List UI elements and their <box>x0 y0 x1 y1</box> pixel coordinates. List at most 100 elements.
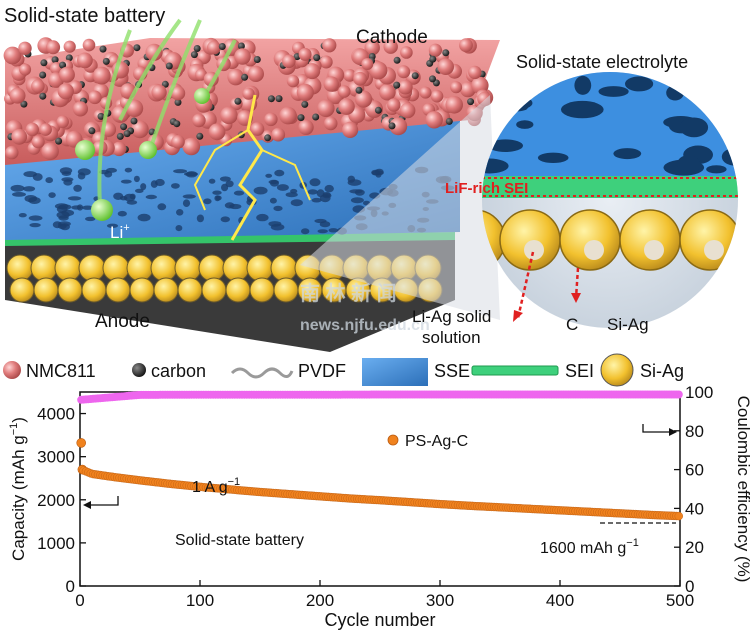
x-tick-label: 100 <box>186 591 214 610</box>
sse-pore <box>140 183 147 191</box>
zoom-pore <box>487 139 523 152</box>
x-tick-label: 400 <box>546 591 574 610</box>
sse-pore <box>256 213 269 222</box>
si-ag-particle <box>174 254 202 282</box>
dendrite-branch <box>261 149 311 201</box>
x-tick-label: 500 <box>666 591 694 610</box>
carbon-particle <box>165 62 173 70</box>
sse-pore <box>173 169 188 174</box>
si-ag-particle <box>105 277 131 303</box>
y-left-tick-label: 2000 <box>37 491 75 510</box>
nmc811-particle <box>63 40 76 53</box>
anode-label: Anode <box>95 311 150 332</box>
x-tick-label: 200 <box>306 591 334 610</box>
nmc811-particle <box>337 85 351 98</box>
nmc811-particle <box>88 90 102 105</box>
sse-pore <box>311 197 322 203</box>
carbon-particle <box>313 54 321 62</box>
carbon-particle <box>39 71 47 79</box>
pointer-arrow <box>574 267 580 299</box>
x-axis-label: Cycle number <box>324 610 435 630</box>
zoom-pore <box>574 75 592 95</box>
nmc811-particle <box>41 142 59 161</box>
nmc811-particle <box>298 47 312 61</box>
carbon-core <box>524 240 544 260</box>
nmc811-particle <box>3 46 22 65</box>
zoom-cone <box>300 95 500 320</box>
nmc811-particle <box>445 96 464 114</box>
sse-pore <box>273 205 283 212</box>
li-ag-label: Li-Ag solid <box>412 307 491 326</box>
sse-pore <box>18 213 27 218</box>
carbon-particle <box>20 100 28 108</box>
carbon-particle <box>99 45 107 53</box>
carbon-particle <box>39 92 47 100</box>
sse-pore <box>67 196 82 201</box>
carbon-particle <box>59 61 67 69</box>
zoom-pore <box>598 86 629 97</box>
nmc811-particle <box>322 38 337 53</box>
nmc811-particle <box>18 41 32 55</box>
nmc811-particle <box>468 65 482 80</box>
sse-pore <box>270 223 285 231</box>
carbon-particle <box>388 122 396 130</box>
electrolyte-label: Solid-state electrolyte <box>516 52 688 72</box>
si-ag-particle-icon <box>600 353 634 387</box>
carbon-particle <box>253 56 261 63</box>
carbon-particle <box>196 132 204 140</box>
sse-pore <box>322 192 331 197</box>
carbon-particle <box>123 130 131 138</box>
sse-pore <box>23 186 36 192</box>
carbon-particle <box>55 137 63 145</box>
legend-entry: PS-Ag-C <box>405 433 468 450</box>
right-axis-arrow <box>642 424 674 433</box>
sse-pore <box>73 184 82 192</box>
si-ag-particle <box>30 254 58 282</box>
nmc811-particle <box>437 58 455 75</box>
carbon-particle <box>445 117 453 125</box>
sse-pore <box>285 192 298 198</box>
sse-pore <box>63 179 73 186</box>
schematic-title: Solid-state battery <box>4 5 165 27</box>
si-ag-particle <box>177 277 203 303</box>
sse-pore <box>347 175 355 183</box>
carbon-particle <box>297 114 305 122</box>
carbon-particle <box>301 100 309 108</box>
nmc811-particle <box>323 76 339 92</box>
nmc811-particle <box>361 58 374 70</box>
x-tick-label: 0 <box>75 591 84 610</box>
carbon-particle <box>429 75 436 83</box>
y-right-tick-label: 60 <box>685 461 704 480</box>
nmc811-particle <box>364 40 380 56</box>
nmc811-particle <box>58 66 75 83</box>
sse-pore <box>371 170 384 176</box>
sse-pore <box>58 215 69 221</box>
carbon-particle <box>393 81 401 89</box>
zoom-pore <box>721 147 738 166</box>
nmc811-particle <box>57 83 74 100</box>
nmc811-particle <box>46 40 61 55</box>
li-ion-icon <box>194 88 210 104</box>
nmc811-particle <box>387 98 401 112</box>
sse-pore <box>48 192 56 199</box>
cycling-chart: 0 100 200 300 400 500 0 1000 2000 3000 4000 0 20 40… <box>8 383 750 630</box>
carbon-particle <box>267 95 275 103</box>
nmc811-particle <box>227 68 244 86</box>
si-ag-particle <box>273 277 299 303</box>
sse-pore <box>106 223 119 228</box>
nmc811-particle <box>298 119 314 135</box>
carbon-particle <box>411 72 419 80</box>
sse-pore <box>219 176 231 182</box>
nmc811-particle <box>399 102 416 119</box>
li-ion-icon <box>75 140 95 160</box>
sse-pore <box>225 180 234 188</box>
nmc811-particle <box>397 65 411 79</box>
zoom-pore <box>502 103 528 112</box>
carbon-particle <box>133 44 141 52</box>
sse-pore <box>184 172 198 177</box>
nmc811-particle <box>208 123 226 141</box>
carbon-particle <box>442 49 450 57</box>
zoom-pore <box>561 100 604 119</box>
sse-pore <box>28 215 43 221</box>
nmc811-particle <box>5 145 19 160</box>
